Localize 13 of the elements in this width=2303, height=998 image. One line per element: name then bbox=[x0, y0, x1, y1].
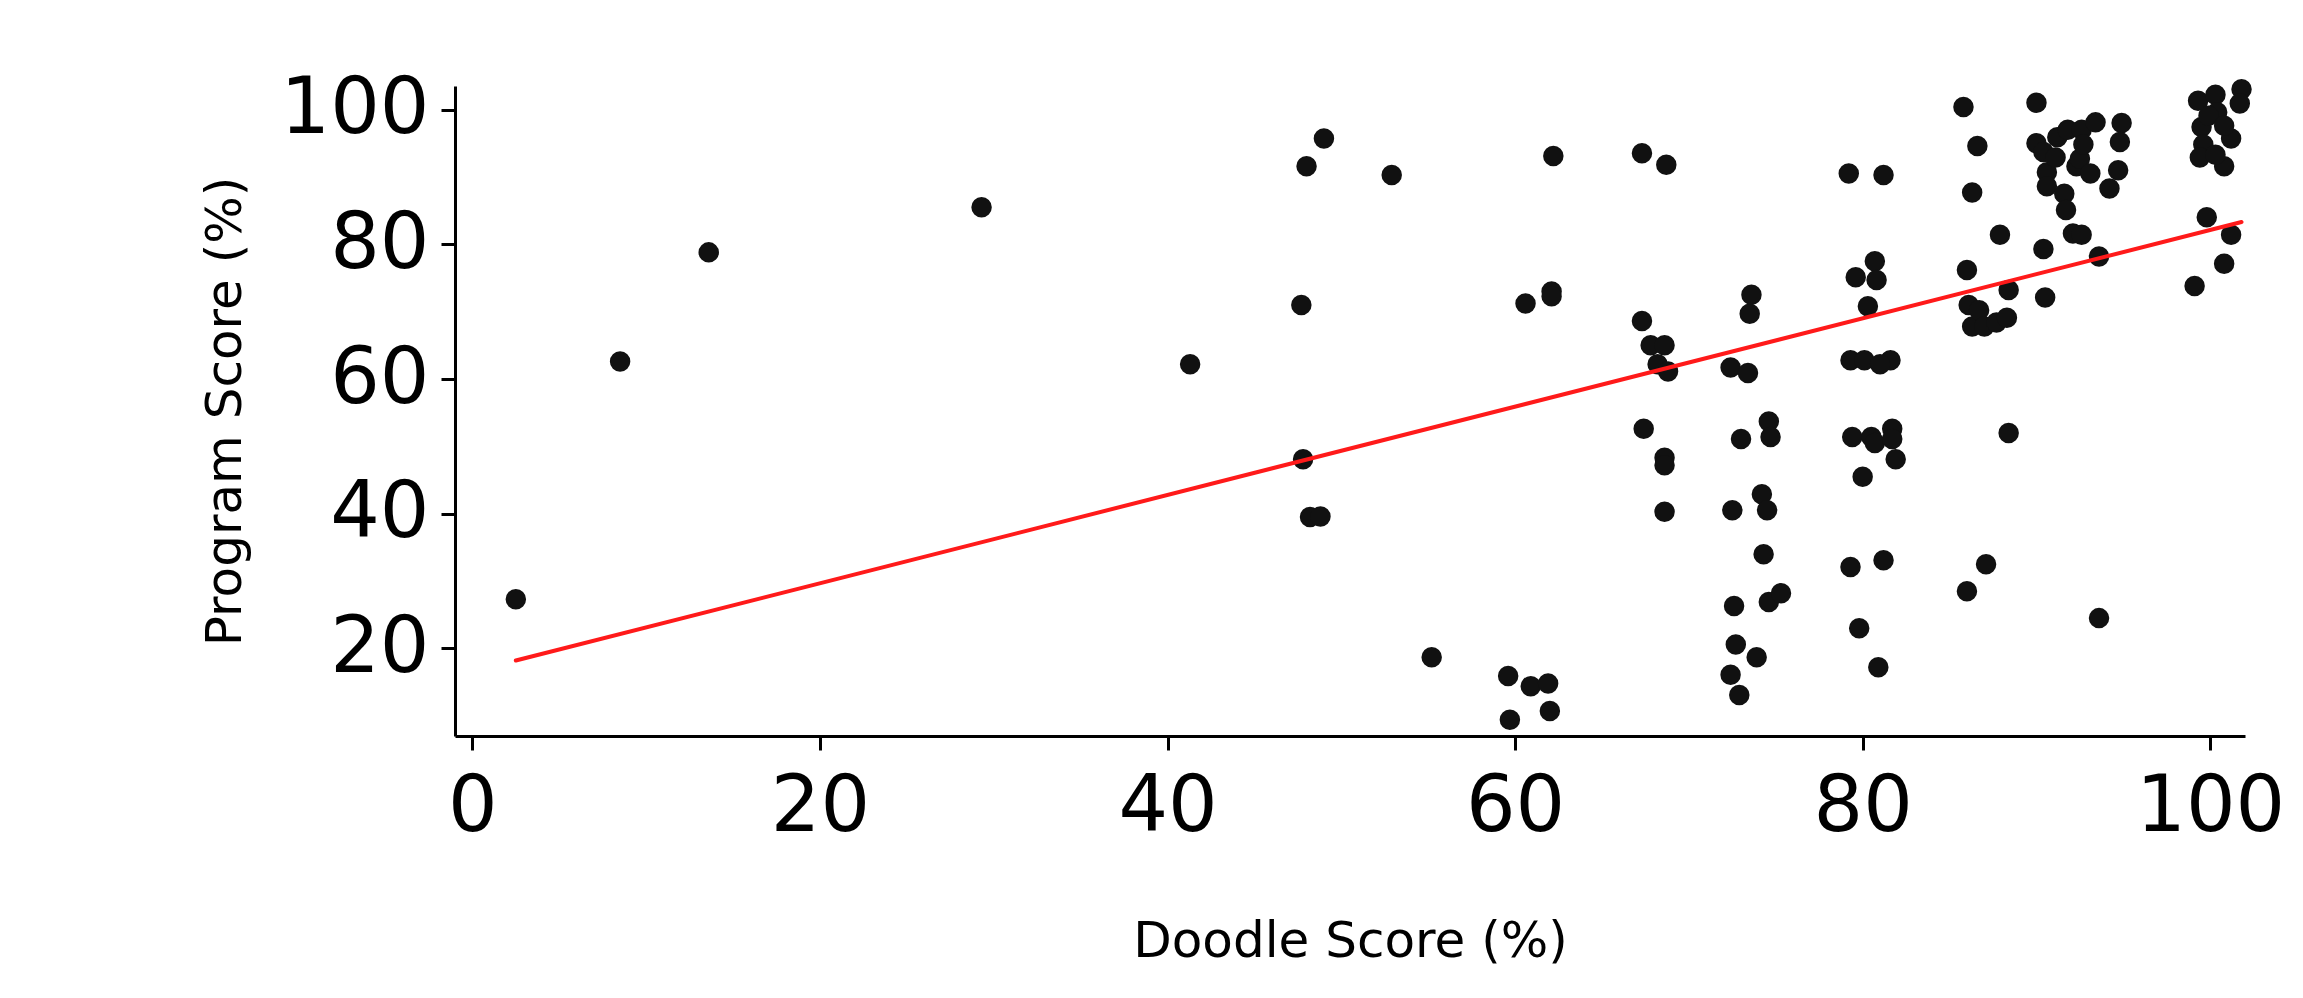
x-axis-title: Doodle Score (%) bbox=[1133, 910, 1568, 969]
x-tick-label: 100 bbox=[2136, 758, 2286, 849]
y-tick-label: 80 bbox=[330, 195, 430, 286]
x-tick-label: 0 bbox=[448, 758, 498, 849]
y-tick-label: 20 bbox=[330, 599, 430, 690]
x-tick-label: 80 bbox=[1813, 758, 1913, 849]
y-tick-label: 40 bbox=[330, 465, 430, 556]
x-tick-label: 60 bbox=[1465, 758, 1566, 849]
y-axis-title: Program Score (%) bbox=[194, 176, 253, 647]
x-tick-label: 40 bbox=[1118, 758, 1218, 849]
x-tick-label: 20 bbox=[770, 758, 871, 849]
y-tick-label: 100 bbox=[280, 61, 430, 152]
y-tick-label: 60 bbox=[330, 330, 430, 421]
